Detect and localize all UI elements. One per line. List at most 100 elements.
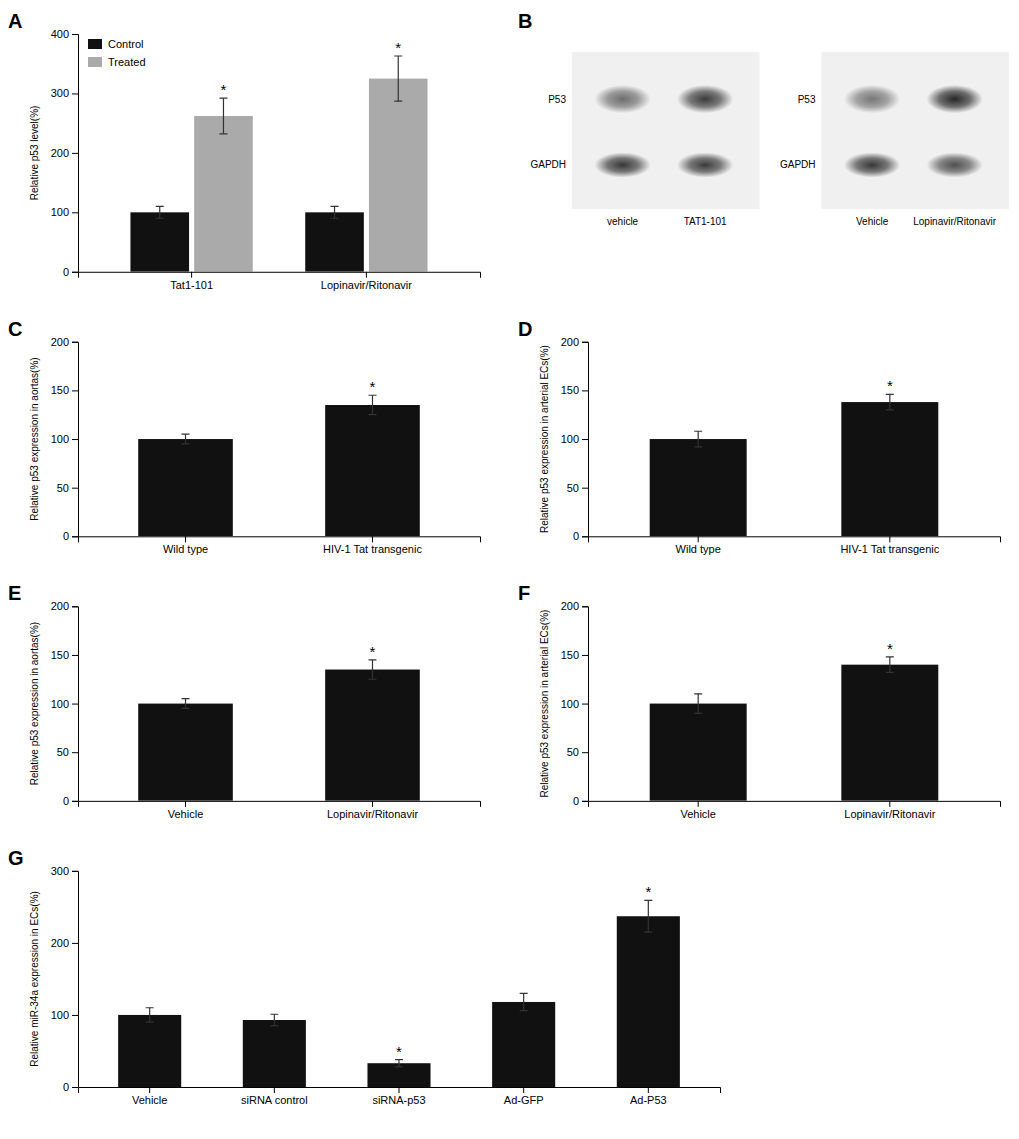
y-axis-line [72,35,79,273]
tick-mark [582,801,588,802]
bar [367,1063,430,1087]
panel: *050100150200VehicleLopinavir/RitonavirR… [539,600,1001,819]
error-bar [886,394,894,410]
y-axis: 050100150200 [51,336,79,543]
tick-label: 100 [51,1009,69,1021]
bar [130,212,189,271]
blot-background [572,52,760,209]
tick-mark [72,655,78,656]
legend-swatch [88,57,102,67]
plot-area [650,394,939,536]
error-cap [182,698,190,699]
error-line [523,993,524,1010]
tick-mark [698,801,699,807]
x-axis: VehicleLopinavir/Ritonavir [79,801,481,820]
y-tick: 200 [51,336,78,348]
error-bar [395,1060,403,1067]
tick-label: 0 [573,795,579,807]
y-tick: 150 [51,384,78,396]
x-tick: HIV-1 Tat transgenic [323,536,422,555]
tick-label: siRNA control [241,1094,308,1106]
annotation: * [396,1043,402,1060]
y-tick: 0 [573,795,588,807]
tick-label: Lopinavir/Ritonavir [321,279,412,291]
tick-label: 0 [63,530,69,542]
tick-mark [72,1087,78,1088]
blot: P53GAPDHvehicleTAT1-101 [530,52,759,227]
tick-label: 50 [567,746,579,758]
y-axis: 050100150200 [561,336,589,543]
panel-label: F [518,582,530,604]
error-line [185,434,186,444]
error-line [889,394,890,410]
blot-background [822,52,1010,209]
bar [492,1002,555,1087]
tick-label: Lopinavir/Ritonavir [327,808,418,820]
blot-band [595,85,651,113]
bar [305,212,364,271]
y-axis-title: Relative miR-34a expression in ECs(%) [29,891,40,1067]
row-label: P53 [548,94,566,105]
y-axis: 0100200300400 [51,28,79,278]
tick-mark [889,536,890,542]
tick-label: Wild type [676,543,721,555]
y-tick: 100 [51,206,78,218]
x-tick: Lopinavir/Ritonavir [321,272,412,291]
tick-mark [72,871,78,872]
error-cap [219,133,227,134]
row-label: GAPDH [530,159,566,170]
y-tick: 150 [561,384,588,396]
x-axis-line [79,537,481,543]
tick-label: 100 [561,433,579,445]
x-tick: Ad-P53 [630,1087,667,1106]
annotation: * [395,39,401,56]
tick-label: 50 [567,482,579,494]
error-cap [156,218,164,219]
tick-mark [72,212,78,213]
tick-mark [149,1087,150,1093]
y-tick: 200 [561,336,588,348]
y-tick: 0 [63,1081,78,1093]
error-line [274,1014,275,1026]
tick-mark [191,272,192,278]
error-cap [368,679,376,680]
y-tick: 300 [51,865,78,877]
error-bar [368,395,376,414]
error-bar [394,56,402,101]
bar [138,704,233,801]
annotation: * [370,643,376,660]
annotation: * [887,377,893,394]
error-line [185,699,186,709]
y-tick: 50 [57,746,78,758]
tick-mark [372,801,373,807]
tick-label: 200 [561,600,579,612]
tick-label: Vehicle [132,1094,167,1106]
panel-label: A [8,10,22,32]
error-bar [694,694,702,713]
tick-mark [889,801,890,807]
error-cap [886,409,894,410]
y-axis-title: Relative p53 expression in arterial ECs(… [539,610,550,798]
tick-mark [523,1087,524,1093]
y-axis-title: Relative p53 expression in aortas(%) [29,622,40,785]
error-bar [368,660,376,679]
tick-label: 150 [561,384,579,396]
blot: P53GAPDHVehicleLopinavir/Ritonavir [780,52,1009,227]
tick-label: HIV-1 Tat transgenic [840,543,939,555]
x-tick: Wild type [163,536,208,555]
tick-label: 200 [51,336,69,348]
y-tick: 200 [51,147,78,159]
y-tick: 50 [567,482,588,494]
bar [650,439,747,536]
tick-label: 0 [63,266,69,278]
tick-label: 150 [51,384,69,396]
y-tick: 0 [63,266,78,278]
error-bar [146,1008,154,1022]
error-bar [694,431,702,447]
x-axis-line [79,272,481,278]
error-cap [694,693,702,694]
error-cap [270,1025,278,1026]
y-tick: 300 [51,87,78,99]
tick-label: 50 [57,482,69,494]
tick-label: 150 [561,649,579,661]
